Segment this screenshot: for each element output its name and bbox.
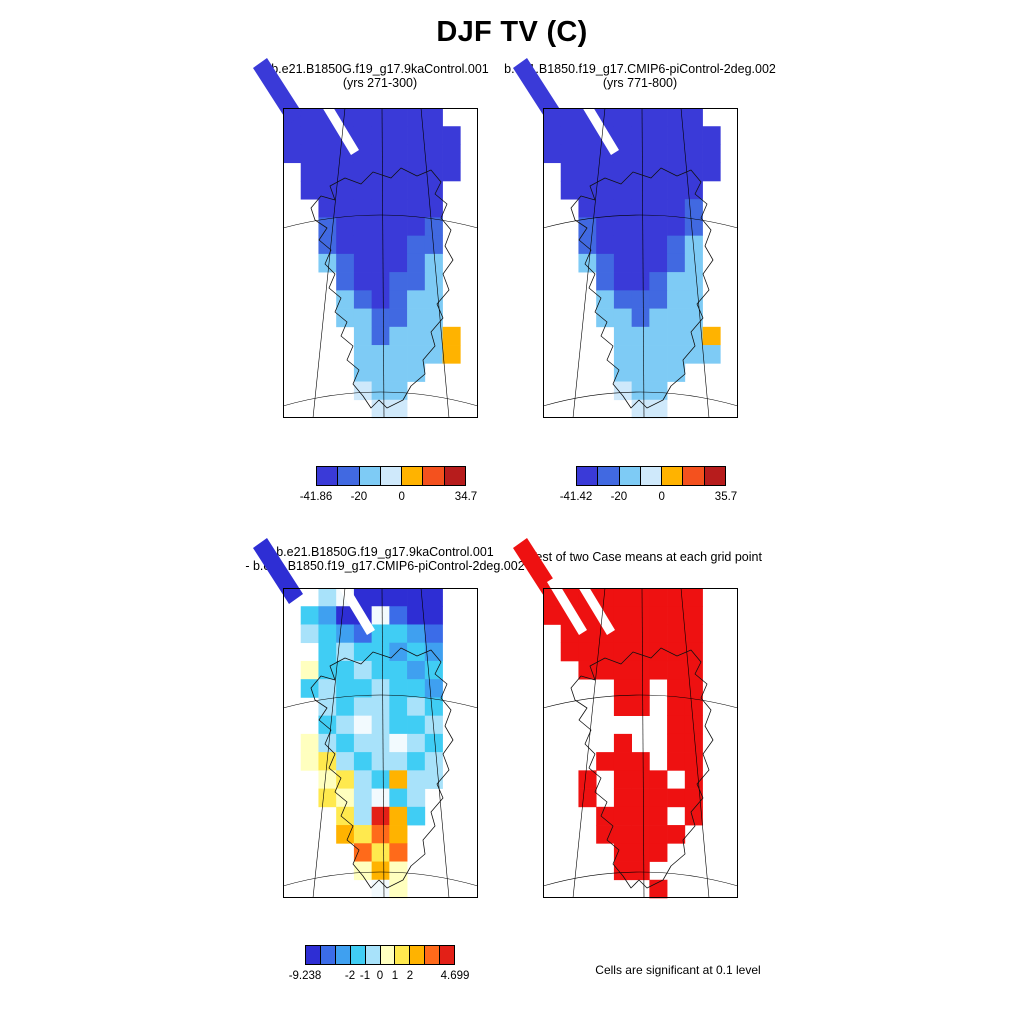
colorbar-segments bbox=[576, 466, 726, 486]
colorbar-tick-label: -1 bbox=[359, 970, 371, 982]
graticule-lines bbox=[282, 107, 479, 419]
map-overhang bbox=[513, 58, 563, 124]
colorbar-segment bbox=[364, 946, 380, 964]
map-frame bbox=[543, 588, 738, 898]
coastline bbox=[570, 167, 714, 409]
panel-case2-title-line2: (yrs 771-800) bbox=[602, 75, 678, 90]
coastline bbox=[310, 167, 454, 409]
colorbar-segment bbox=[577, 467, 598, 485]
map-overhang bbox=[253, 538, 303, 604]
colorbar-segment bbox=[379, 946, 395, 964]
graticule-lines bbox=[542, 587, 739, 899]
map-case1 bbox=[253, 58, 479, 419]
colorbar-tick-label: 0 bbox=[658, 491, 665, 503]
map-white-slash bbox=[335, 577, 375, 635]
map-white-slash bbox=[579, 97, 619, 155]
colorbar-segment bbox=[661, 467, 683, 485]
colorbar-tick-label: 34.7 bbox=[454, 491, 478, 503]
colorbar-segment bbox=[409, 946, 425, 964]
graticule-lines bbox=[542, 107, 739, 419]
colorbar-segment bbox=[703, 467, 725, 485]
colorbar-segment bbox=[682, 467, 704, 485]
graticule-lines bbox=[282, 587, 479, 899]
colorbar-tick-label: -41.42 bbox=[559, 491, 593, 503]
figure-title: DJF TV (C) bbox=[436, 16, 588, 48]
colorbar-segment bbox=[424, 946, 440, 964]
colorbar-segment bbox=[639, 467, 662, 485]
panel-difference-title: b.e21.B1850G.f19_g17.9kaControl.001 - b.… bbox=[135, 545, 635, 573]
colorbar-tick-label: 2 bbox=[406, 970, 414, 982]
map-frame bbox=[543, 108, 738, 418]
map-cells bbox=[543, 108, 721, 419]
colorbar-tick-label: 0 bbox=[376, 970, 384, 982]
colorbar-case2: -41.42 -20 0 35.7 bbox=[560, 466, 737, 514]
map-cells bbox=[283, 108, 461, 419]
colorbar-difference: -9.238 -2 -1 0 1 2 4.699 bbox=[289, 945, 469, 993]
colorbar-segment bbox=[349, 946, 365, 964]
colorbar-tick-label: 35.7 bbox=[714, 491, 738, 503]
map-frame bbox=[283, 588, 478, 898]
map-white-slash bbox=[319, 97, 359, 155]
colorbar-tick-label: 1 bbox=[391, 970, 399, 982]
colorbar-segment bbox=[401, 467, 423, 485]
colorbar-segments bbox=[316, 466, 466, 486]
colorbar-tick-label: -9.238 bbox=[288, 970, 322, 982]
colorbar-tick-label: -20 bbox=[610, 491, 628, 503]
map-ttest bbox=[513, 538, 739, 899]
colorbar-segment bbox=[334, 946, 350, 964]
map-overhang bbox=[253, 58, 303, 124]
panel-ttest-title-line1: T-Test of two Case means at each grid po… bbox=[518, 550, 762, 564]
colorbar-segment bbox=[439, 946, 455, 964]
map-difference bbox=[253, 538, 479, 899]
colorbar-segment bbox=[319, 946, 335, 964]
colorbar-segment bbox=[337, 467, 359, 485]
colorbar-segment bbox=[597, 467, 619, 485]
map-frame bbox=[283, 108, 478, 418]
panel-difference-title-line2: - b.e21.B1850.f19_g17.CMIP6-piControl-2d… bbox=[245, 558, 525, 573]
coastline bbox=[310, 647, 454, 889]
map-cells bbox=[543, 588, 703, 899]
colorbar-tick-label: -2 bbox=[344, 970, 356, 982]
map-white-slash bbox=[575, 577, 615, 635]
panel-case2-title: b.e21.B1850.f19_g17.CMIP6-piControl-2deg… bbox=[390, 62, 890, 90]
panel-difference-title-line1: b.e21.B1850G.f19_g17.9kaControl.001 bbox=[276, 545, 494, 559]
coastline bbox=[570, 647, 714, 889]
panel-ttest-title: T-Test of two Case means at each grid po… bbox=[390, 550, 890, 565]
map-case2 bbox=[513, 58, 739, 419]
panel-case1-title-line2: (yrs 271-300) bbox=[342, 75, 418, 90]
map-cells bbox=[300, 588, 443, 899]
significance-note: Cells are significant at 0.1 level bbox=[595, 963, 761, 977]
colorbar-segment bbox=[317, 467, 338, 485]
panel-case2-title-line1: b.e21.B1850.f19_g17.CMIP6-piControl-2deg… bbox=[504, 62, 776, 76]
colorbar-segment bbox=[394, 946, 410, 964]
panel-case1-title-line1: b.e21.B1850G.f19_g17.9kaControl.001 bbox=[271, 62, 489, 76]
colorbar-segment bbox=[358, 467, 380, 485]
colorbar-segment bbox=[422, 467, 444, 485]
colorbar-tick-label: 0 bbox=[398, 491, 405, 503]
colorbar-segment bbox=[379, 467, 402, 485]
colorbar-tick-label: 4.699 bbox=[440, 970, 470, 982]
colorbar-tick-label: -41.86 bbox=[299, 491, 333, 503]
panel-case1-title: b.e21.B1850G.f19_g17.9kaControl.001 (yrs… bbox=[130, 62, 630, 90]
colorbar-segments bbox=[305, 945, 455, 965]
colorbar-segment bbox=[306, 946, 320, 964]
colorbar-case1: -41.86 -20 0 34.7 bbox=[300, 466, 477, 514]
colorbar-tick-label: -20 bbox=[350, 491, 368, 503]
map-white-slash bbox=[547, 577, 587, 635]
colorbar-segment bbox=[618, 467, 640, 485]
colorbar-segment bbox=[443, 467, 465, 485]
